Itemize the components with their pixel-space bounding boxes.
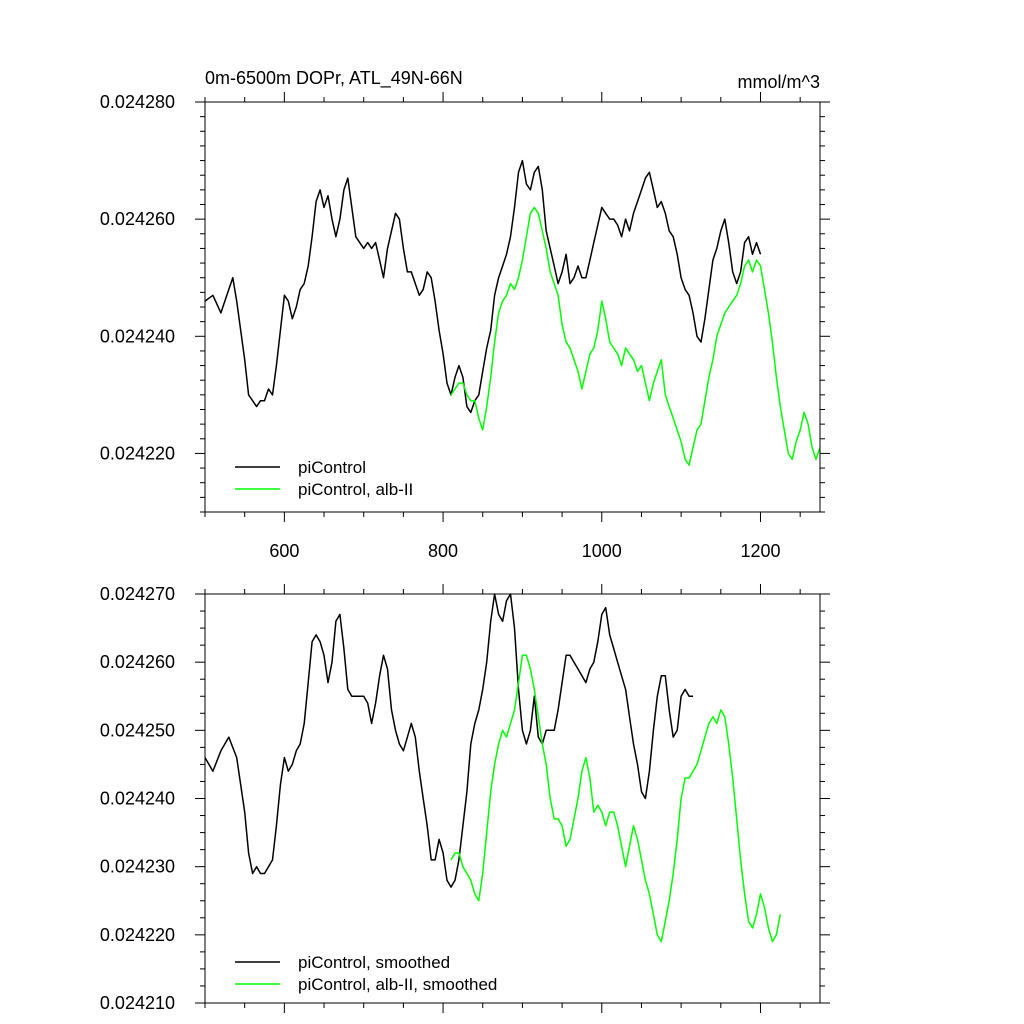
y-tick-label: 0.024250 [100, 720, 175, 740]
legend-label: piControl, alb-II [298, 480, 413, 499]
legend-label: piControl, smoothed [298, 953, 450, 972]
top-series [204, 159, 821, 466]
y-tick-label: 0.024240 [100, 326, 175, 346]
x-tick-label: 1000 [582, 541, 622, 561]
y-tick-label: 0.024260 [100, 652, 175, 672]
y-tick-label: 0.024220 [100, 925, 175, 945]
y-tick-label: 0.024280 [100, 92, 175, 112]
legend-label: piControl, alb-II, smoothed [298, 975, 497, 994]
y-tick-label: 0.024270 [100, 584, 175, 604]
y-tick-label: 0.024260 [100, 209, 175, 229]
legend-label: piControl [298, 458, 366, 477]
y-tick-label: 0.024220 [100, 443, 175, 463]
x-tick-label: 800 [428, 541, 458, 561]
top-axis-ticks: 600 800 1000 1200 0.024220 0.024240 0.024260 0.… [100, 92, 830, 561]
series-line-picontrol [204, 159, 762, 414]
series-line-picontrol-alb-ii [450, 206, 821, 466]
bottom-plot-frame [204, 593, 821, 1004]
y-tick-label: 0.024230 [100, 857, 175, 877]
y-tick-label: 0.024240 [100, 789, 175, 809]
bottom-legend: piControl, smoothed piControl, alb-II, sm… [235, 953, 497, 994]
top-legend: piControl piControl, alb-II [235, 458, 413, 499]
series-line-picontrol-alb-ii-smoothed [450, 654, 782, 943]
y-tick-label: 0.024210 [100, 993, 175, 1013]
x-tick-label: 600 [269, 541, 299, 561]
bottom-panel: 0.024210 0.024220 0.024230 0.024240 0.024250… [100, 584, 830, 1013]
top-panel: 0m-6500m DOPr, ATL_49N-66N mmol/m^3 600 8… [100, 68, 830, 561]
bottom-series [204, 593, 782, 943]
chart-units-label: mmol/m^3 [738, 72, 820, 92]
bottom-axis-ticks: 0.024210 0.024220 0.024230 0.024240 0.024250… [100, 584, 830, 1013]
x-tick-label: 1200 [740, 541, 780, 561]
series-line-picontrol-smoothed [204, 593, 693, 888]
top-plot-frame [204, 101, 821, 513]
chart-title-left: 0m-6500m DOPr, ATL_49N-66N [205, 68, 463, 89]
